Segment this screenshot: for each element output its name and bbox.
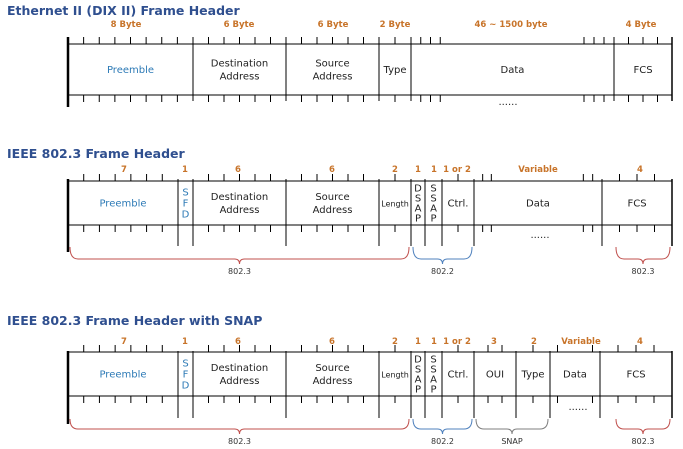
field-name: Destination Address: [211, 192, 268, 216]
field-name: FCS: [627, 199, 646, 210]
scope-label: 802.3: [228, 267, 251, 276]
field-size-label: Variable: [518, 165, 558, 175]
field-name: Length: [381, 200, 409, 209]
scope-label: SNAP: [501, 437, 523, 446]
field-name: Data: [526, 199, 550, 210]
scope-label: 802.3: [632, 267, 655, 276]
field-size-label: 2: [531, 337, 537, 347]
field-size-label: 4 Byte: [626, 20, 657, 30]
field-name: OUI: [486, 370, 504, 381]
field-name: Data: [563, 370, 587, 381]
field-size-label: 4: [637, 337, 643, 347]
field-size-label: 2: [392, 165, 398, 175]
scope-brace: [615, 246, 671, 265]
frame-1: Ethernet II (DIX II) Frame Header 8 Byte P…: [7, 3, 673, 108]
scope-label: 802.2: [431, 437, 454, 446]
field-name: Destination Address: [211, 363, 268, 387]
field-name: Preemble: [99, 370, 146, 381]
field-size-label: 8 Byte: [111, 20, 142, 30]
scope-brace: [412, 418, 473, 435]
field-name: Data: [501, 65, 525, 76]
field-size-label: 1 or 2: [443, 165, 471, 175]
field-size-label: 7: [121, 165, 127, 175]
field-size-label: 6: [235, 337, 241, 347]
field-size-label: 4: [637, 165, 643, 175]
field-size-label: 6: [235, 165, 241, 175]
field-name: Destination Address: [211, 59, 268, 83]
scope-label: 802.3: [632, 437, 655, 446]
field-size-label: 46 ~ 1500 byte: [475, 20, 548, 30]
field-size-label: Variable: [561, 337, 601, 347]
field-name: FCS: [626, 370, 645, 381]
field-name: Ctrl.: [448, 199, 469, 210]
field-size-label: 6 Byte: [224, 20, 255, 30]
field-size-label: 1: [415, 165, 421, 175]
field-name: Length: [381, 371, 409, 380]
field-size-label: 2 Byte: [380, 20, 411, 30]
field-size-label: 6: [329, 337, 335, 347]
field-name: Source Address: [313, 192, 353, 216]
field-size-label: 6 Byte: [318, 20, 349, 30]
field-name: Preemble: [99, 199, 146, 210]
continuation-dots: ......: [498, 97, 517, 108]
field-size-label: 6: [329, 165, 335, 175]
field-size-label: 2: [392, 337, 398, 347]
field-size-label: 1: [182, 337, 188, 347]
field-name: Type: [383, 65, 407, 76]
frame-title: IEEE 802.3 Frame Header with SNAP: [7, 313, 262, 328]
field-name: Source Address: [313, 59, 353, 83]
field-size-label: 1 or 2: [443, 337, 471, 347]
scope-label: 802.3: [228, 437, 251, 446]
field-name: Source Address: [313, 363, 353, 387]
scope-brace: [69, 418, 410, 435]
field-size-label: 3: [491, 337, 497, 347]
field-size-label: 7: [121, 337, 127, 347]
field-size-label: 1: [415, 337, 421, 347]
field-name: Type: [521, 370, 545, 381]
field-name: FCS: [633, 65, 652, 76]
field-size-label: 1: [182, 165, 188, 175]
scope-brace: [69, 246, 410, 265]
scope-brace: [412, 246, 473, 265]
continuation-dots: ......: [530, 230, 549, 241]
scope-brace: [615, 418, 671, 435]
field-size-label: 1: [431, 337, 437, 347]
continuation-dots: ......: [568, 402, 587, 413]
frame-title: IEEE 802.3 Frame Header: [7, 146, 186, 161]
frame-title: Ethernet II (DIX II) Frame Header: [7, 3, 241, 18]
field-name: Ctrl.: [448, 370, 469, 381]
frame-3: IEEE 802.3 Frame Header with SNAP 7 Preemb…: [7, 313, 673, 446]
field-name: Preemble: [107, 65, 154, 76]
field-size-label: 1: [431, 165, 437, 175]
scope-brace: [475, 418, 549, 435]
frame-2: IEEE 802.3 Frame Header 7 Preemble 1 S F D 6 Des…: [7, 146, 673, 276]
scope-label: 802.2: [431, 267, 454, 276]
